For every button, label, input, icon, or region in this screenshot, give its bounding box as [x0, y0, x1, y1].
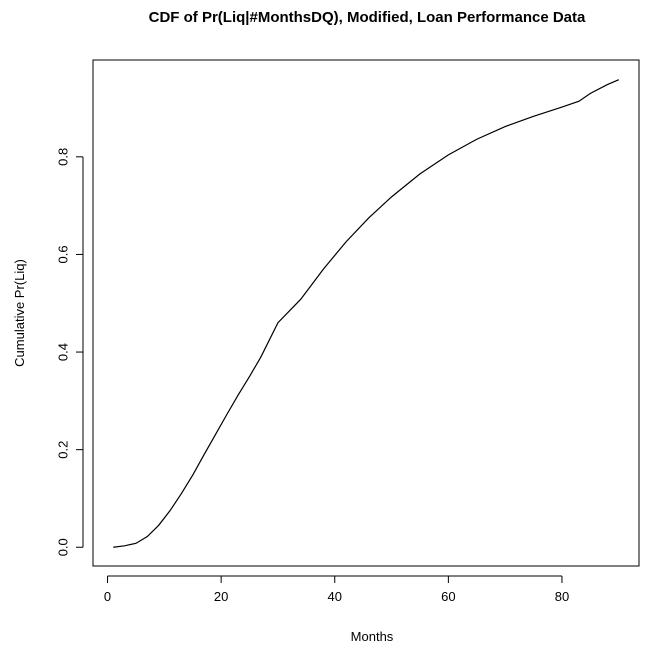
- chart-title: CDF of Pr(Liq|#MonthsDQ), Modified, Loan…: [149, 9, 586, 26]
- x-tick-label: 60: [441, 589, 455, 604]
- x-tick-label: 40: [328, 589, 342, 604]
- y-axis-label: Cumulative Pr(Liq): [12, 259, 27, 367]
- x-tick-label: 20: [214, 589, 228, 604]
- y-axis: 0.0 0.2 0.4 0.6 0.8: [55, 148, 84, 556]
- series-line-0: [113, 79, 620, 548]
- y-tick-label: 0.4: [55, 343, 70, 361]
- x-tick-label: 80: [555, 589, 569, 604]
- y-tick-label: 0.2: [55, 441, 70, 459]
- plot-area: [113, 79, 620, 548]
- x-tick-label: 0: [104, 589, 111, 604]
- y-tick-label: 0.8: [55, 148, 70, 166]
- x-axis-label: Months: [351, 629, 394, 644]
- x-axis: 0 20 40 60 80: [104, 575, 569, 604]
- y-tick-label: 0.6: [55, 245, 70, 263]
- plot-frame: [92, 59, 640, 567]
- y-tick-label: 0.0: [55, 538, 70, 556]
